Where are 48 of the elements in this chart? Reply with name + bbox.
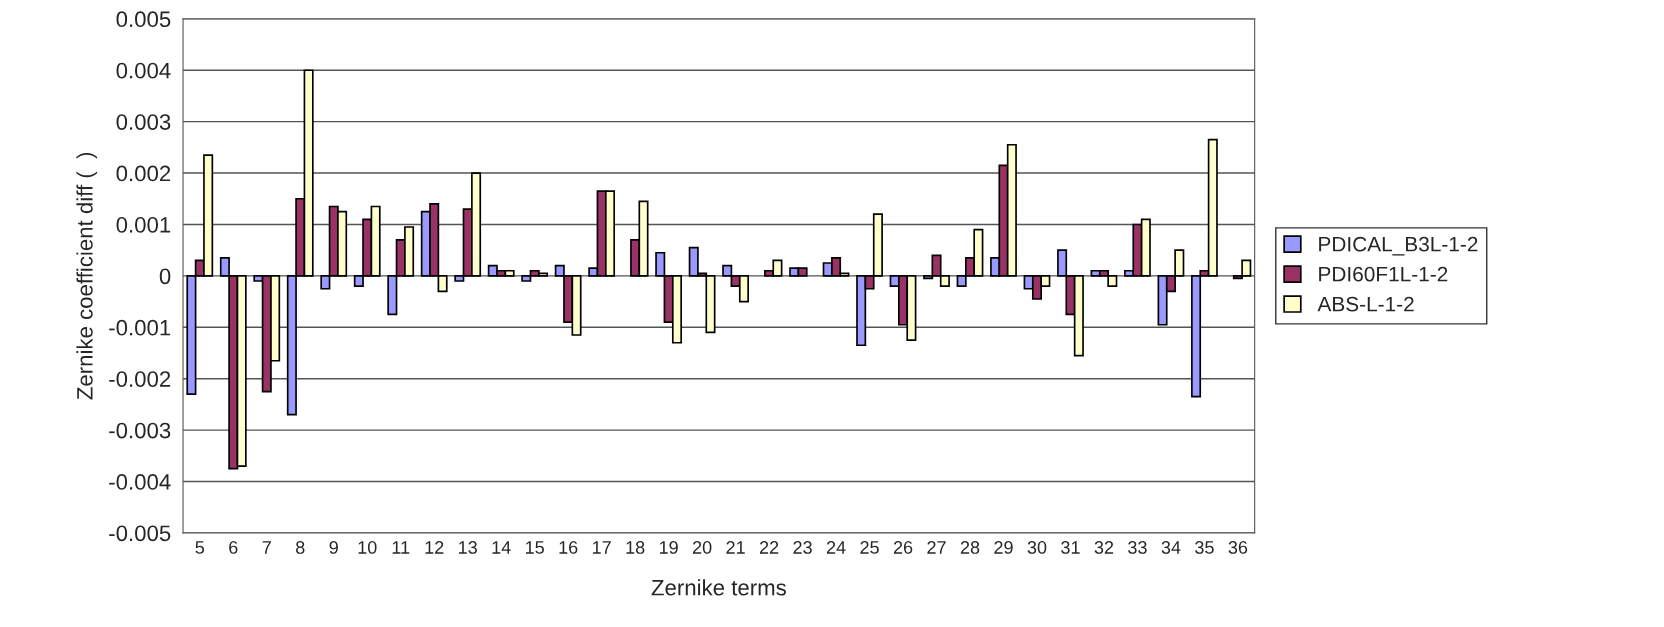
legend-label: ABS-L-1-2 [1317, 296, 1414, 312]
x-tick-label: 19 [659, 541, 678, 554]
x-tick-label: 34 [1161, 541, 1181, 554]
x-tick-label: 5 [195, 541, 205, 554]
x-tick-label: 24 [826, 541, 846, 554]
y-tick-label: 0.005 [116, 11, 171, 28]
x-tick-label: 16 [559, 541, 578, 554]
x-tick-label: 11 [392, 541, 410, 554]
x-tick-label: 26 [893, 541, 913, 554]
x-tick-label: 31 [1061, 541, 1080, 554]
x-tick-label: 10 [358, 541, 377, 554]
x-tick-label: 30 [1027, 541, 1047, 554]
x-tick-label: 14 [492, 541, 511, 554]
y-tick-label: 0.002 [116, 165, 171, 182]
x-tick-label: 29 [994, 541, 1013, 554]
x-tick-label: 18 [626, 541, 645, 554]
y-tick-label: -0.005 [109, 525, 171, 542]
legend-label: PDI60F1L-1-2 [1319, 266, 1448, 282]
x-tick-label: 21 [726, 541, 745, 554]
x-tick-label: 20 [692, 541, 712, 554]
x-tick-label: 6 [229, 541, 238, 554]
x-tick-label: 27 [927, 541, 946, 554]
x-tick-label: 25 [860, 541, 879, 554]
x-tick-label: 35 [1195, 541, 1214, 554]
y-tick-label: -0.002 [109, 371, 171, 387]
x-tick-label: 32 [1094, 541, 1114, 554]
x-tick-label: 22 [759, 541, 779, 554]
x-tick-label: 8 [296, 541, 305, 554]
x-tick-label: 23 [793, 541, 812, 554]
x-axis-title: Zernike terms [651, 579, 786, 596]
y-axis-title: Zernike coefficient diff ( ) [76, 152, 98, 400]
x-tick-label: 15 [526, 541, 544, 554]
y-tick-label: -0.003 [109, 422, 171, 439]
x-tick-label: 17 [592, 541, 611, 554]
x-tick-label: 28 [960, 541, 980, 554]
x-tick-label: 9 [329, 541, 338, 554]
y-tick-label: -0.001 [109, 319, 171, 336]
y-tick-label: 0.004 [116, 62, 171, 79]
y-tick-label: -0.004 [109, 474, 171, 490]
x-tick-label: 7 [262, 541, 271, 554]
x-tick-label: 12 [425, 541, 444, 554]
x-tick-label: 36 [1228, 541, 1248, 554]
y-tick-label: 0.003 [116, 114, 171, 130]
y-tick-label: 0.001 [116, 217, 171, 233]
y-tick-label: 0 [159, 268, 171, 285]
x-tick-label: 33 [1128, 541, 1147, 554]
x-tick-label: 13 [459, 541, 477, 554]
legend-label: PDICAL_B3L-1-2 [1319, 236, 1478, 256]
